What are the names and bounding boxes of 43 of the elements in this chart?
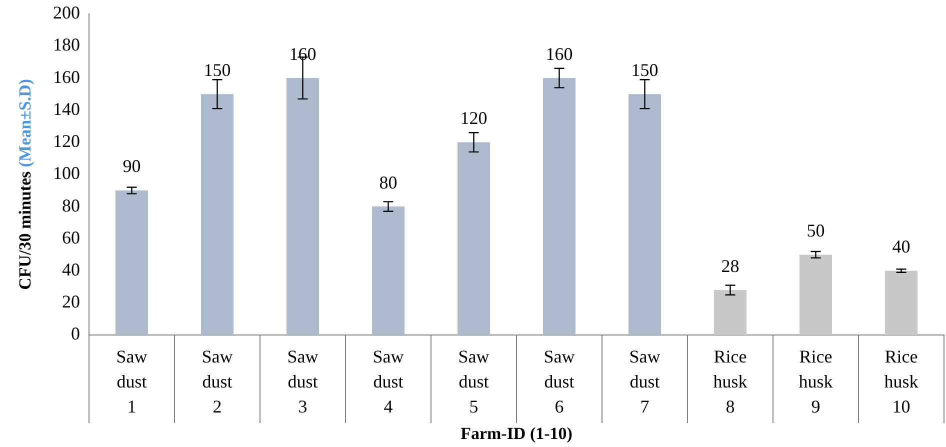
- bar: [458, 142, 490, 335]
- bar: [116, 190, 148, 335]
- data-label: 160: [546, 44, 573, 64]
- bar: [201, 94, 234, 335]
- bar: [543, 78, 576, 335]
- x-tick-label: Saw dust 2: [202, 346, 233, 417]
- y-tick-label: 180: [53, 34, 80, 55]
- bar: [628, 94, 661, 335]
- x-tick-label: Rice husk 9: [798, 346, 833, 417]
- y-tick-label: 160: [53, 66, 80, 87]
- x-tick-label: Saw dust 5: [458, 346, 490, 417]
- x-tick-label: Saw dust 4: [372, 346, 404, 417]
- y-tick-label: 40: [62, 259, 80, 280]
- x-tick-label: Rice husk 8: [713, 346, 748, 417]
- x-tick-label: Rice husk 10: [884, 346, 918, 417]
- y-tick-label: 80: [62, 195, 80, 216]
- y-tick-label: 20: [62, 292, 80, 312]
- y-tick-label: 200: [53, 2, 80, 23]
- x-tick-label: Saw dust 3: [287, 346, 318, 417]
- bar: [800, 254, 832, 335]
- data-label: 160: [289, 44, 316, 64]
- data-label: 90: [122, 156, 141, 176]
- data-label: 40: [892, 236, 910, 256]
- data-label: 80: [379, 172, 398, 192]
- data-label: 150: [631, 60, 658, 80]
- x-tick-label: Saw dust 7: [629, 346, 660, 417]
- bar: [714, 290, 746, 335]
- y-axis-title: CFU/30 minutes (Mean±S.D): [15, 78, 34, 290]
- y-tick-label: 140: [53, 98, 80, 119]
- x-axis-title: Farm-ID (1-10): [460, 424, 572, 444]
- y-tick-label: 100: [53, 163, 80, 184]
- x-tick-label: Saw dust 1: [116, 346, 148, 417]
- y-tick-label: 120: [53, 131, 80, 152]
- y-tick-label: 0: [71, 324, 80, 344]
- data-label: 120: [460, 108, 488, 128]
- bar: [372, 206, 404, 335]
- bar: [286, 78, 319, 335]
- x-tick-label: Saw dust 6: [544, 346, 575, 417]
- data-label: 150: [204, 60, 231, 80]
- data-label: 28: [721, 256, 740, 276]
- data-label: 50: [806, 220, 825, 240]
- bar: [885, 270, 918, 335]
- y-tick-label: 60: [62, 227, 80, 248]
